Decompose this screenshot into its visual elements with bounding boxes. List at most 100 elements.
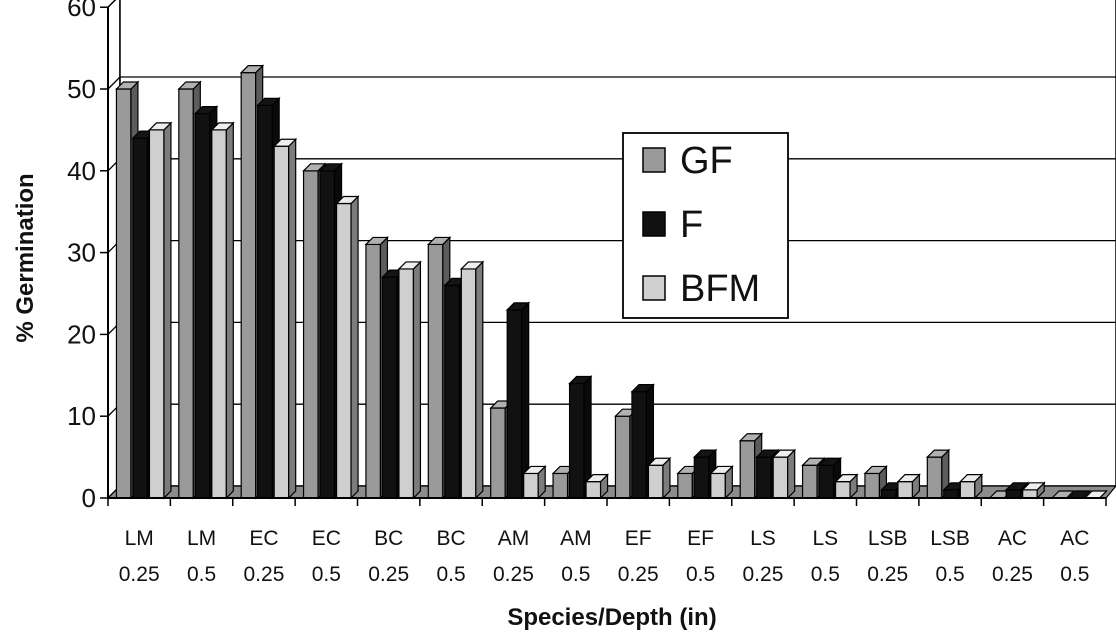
bar-front — [756, 456, 772, 499]
x-tick-label-species: LM — [125, 527, 154, 550]
y-tick-label: 0 — [82, 483, 96, 513]
bar-top — [568, 375, 593, 385]
y-axis-title: % Germination — [12, 173, 39, 342]
bar-front — [897, 481, 914, 499]
bar-front — [319, 170, 336, 499]
bar-bfm-13 — [958, 473, 984, 500]
bar-front — [959, 481, 976, 499]
bar-front — [943, 489, 959, 499]
x-tick-label-depth: 0.25 — [244, 563, 285, 586]
x-tick-label-depth: 0.25 — [992, 563, 1033, 586]
bar-front — [818, 464, 835, 499]
bar-bfm-5 — [459, 260, 485, 500]
bar-top — [738, 433, 764, 442]
bar-top — [817, 457, 843, 466]
y-tick-label: 30 — [67, 238, 96, 268]
bar-bfm-10 — [771, 448, 797, 500]
bar-front — [631, 391, 648, 499]
y-tick-labels: 0 10 20 30 40 50 60 — [67, 0, 96, 513]
bar-bfm-8 — [646, 456, 672, 500]
bar-front — [834, 481, 851, 499]
legend: GF F BFM — [622, 132, 789, 319]
bar-front — [614, 415, 631, 499]
bar-top — [584, 474, 610, 483]
bar-top — [397, 261, 422, 270]
bar-bfm-6 — [522, 465, 547, 500]
bar-bfm-7 — [584, 473, 610, 500]
bar-front — [710, 472, 726, 499]
x-tick-label-species: LM — [187, 527, 216, 550]
bars — [114, 64, 1109, 500]
x-tick-label-species: LSB — [868, 527, 908, 550]
x-axis-title: Species/Depth (in) — [507, 604, 716, 631]
bar-front — [381, 276, 398, 499]
x-tick-label-species: LSB — [930, 527, 970, 550]
x-tick-label-species: EC — [249, 527, 278, 550]
bar-front — [460, 268, 477, 499]
bar-top — [709, 465, 734, 475]
gridline — [107, 76, 1116, 90]
bar-top — [426, 236, 452, 246]
bar-front — [585, 481, 602, 499]
bar-front — [257, 104, 273, 499]
bar-front — [178, 88, 194, 499]
bar-top — [925, 449, 951, 458]
bar-bfm-12 — [896, 473, 921, 500]
bar-top — [459, 261, 485, 270]
bar-top — [692, 449, 718, 458]
bar-top — [863, 465, 888, 475]
bar-side — [288, 137, 297, 500]
bar-front — [801, 464, 818, 499]
x-tick-label-species: AC — [998, 527, 1027, 550]
bar-front — [772, 456, 789, 499]
bar-front — [568, 382, 585, 499]
legend-label-gf: GF — [680, 140, 733, 182]
y-tick-label: 60 — [67, 0, 96, 22]
bar-top — [1021, 482, 1046, 491]
bar-front — [552, 472, 569, 499]
x-tick-label-depth: 0.5 — [187, 563, 216, 586]
x-tick-label-depth: 0.25 — [867, 563, 908, 586]
bar-top — [193, 105, 219, 115]
bar-top — [114, 81, 140, 90]
y-tick-label: 50 — [67, 74, 96, 104]
bar-front — [739, 440, 756, 499]
x-tick-label-species: AM — [560, 527, 592, 550]
bar-bfm-2 — [272, 137, 298, 500]
x-tick-label-species: LS — [812, 527, 838, 550]
x-tick-label-depth: 0.5 — [686, 563, 715, 586]
bar-front — [240, 72, 257, 499]
bar-top — [801, 457, 826, 466]
bar-top — [505, 302, 531, 311]
bar-front — [194, 112, 211, 499]
bar-top — [256, 97, 281, 106]
x-tick-label-depth: 0.25 — [618, 563, 659, 586]
bar-front — [677, 472, 693, 499]
bar-top — [239, 65, 265, 74]
y-tick-label: 10 — [67, 401, 96, 431]
bar-front — [506, 309, 523, 499]
bar-front — [335, 202, 352, 499]
y-tick-label: 40 — [67, 156, 96, 186]
bar-top — [958, 474, 984, 483]
x-tick-label-depth: 0.25 — [743, 563, 784, 586]
bar-side — [412, 260, 422, 500]
x-tick-label-species: LS — [750, 527, 776, 550]
bar-front — [211, 129, 227, 499]
x-tick-label-species: AC — [1060, 527, 1089, 550]
legend-swatch-bfm — [642, 275, 666, 301]
x-tick-labels: LM 0.25 LM 0.5 EC 0.25 EC 0.5 BC 0.25 BC 0.5 AM 0.25 A… — [119, 527, 1090, 586]
bar-front — [864, 472, 881, 499]
bar-top — [834, 474, 859, 483]
bar-front — [647, 464, 664, 499]
bar-front — [926, 456, 943, 499]
bar-bfm-9 — [709, 465, 734, 500]
legend-swatch-gf — [642, 147, 666, 173]
bar-top — [630, 384, 655, 393]
bar-front — [115, 88, 132, 499]
bar-side — [163, 121, 172, 500]
bar-top — [272, 138, 298, 147]
x-tick-label-depth: 0.5 — [935, 563, 964, 586]
bar-f-7 — [568, 375, 593, 500]
bar-front — [444, 284, 460, 499]
